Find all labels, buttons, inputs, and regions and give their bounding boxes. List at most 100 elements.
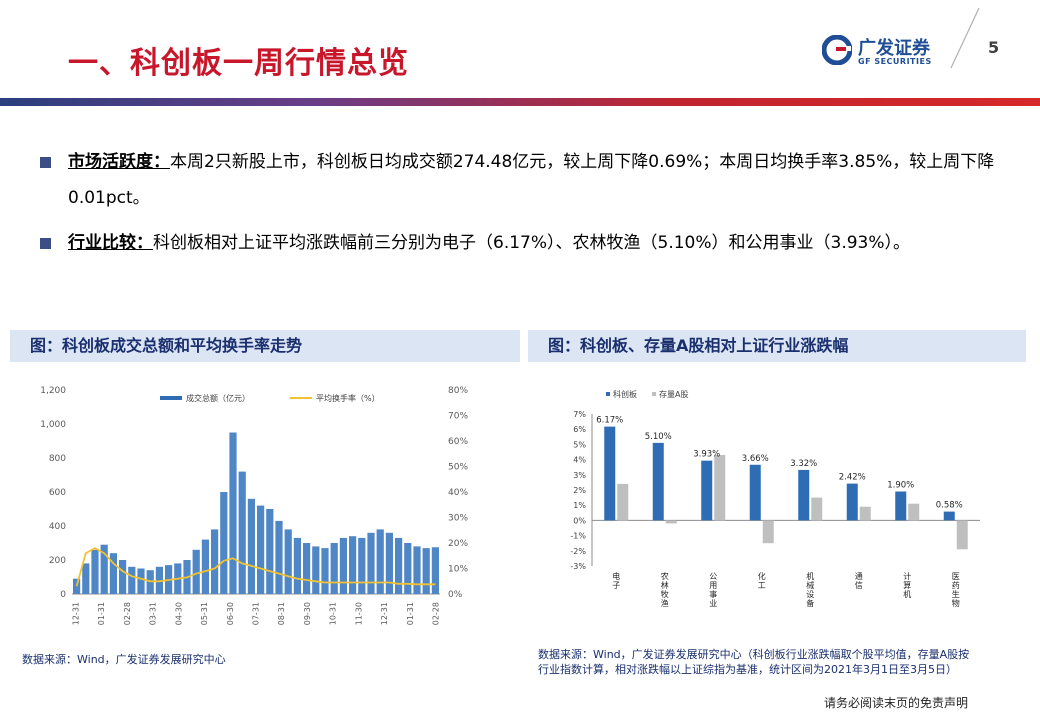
y-tick-label: 7% <box>573 410 586 419</box>
y-tick-label: -1% <box>570 532 586 541</box>
volume-bar <box>358 537 366 594</box>
bar-star-market <box>895 491 907 521</box>
volume-bar <box>367 532 375 594</box>
x-tick-label: 10-31 <box>329 602 338 625</box>
volume-bar <box>303 543 311 594</box>
category-label: 公用事业 <box>709 572 718 608</box>
y-right-tick-label: 30% <box>448 514 468 524</box>
bar-a-share <box>956 520 968 550</box>
data-label: 5.10% <box>645 432 672 442</box>
y-right-tick-label: 80% <box>448 386 468 396</box>
volume-bar <box>395 537 403 594</box>
volume-bar <box>284 529 292 594</box>
logo-text-cn: 广发证券 <box>858 38 930 59</box>
y-right-tick-label: 10% <box>448 565 468 575</box>
page-title: 一、科创板一周行情总览 <box>68 46 409 81</box>
y-left-tick-label: 800 <box>49 454 66 464</box>
volume-bar <box>422 548 430 594</box>
x-tick-label: 09-30 <box>303 602 312 625</box>
category-label: 机械设备 <box>806 571 815 608</box>
bar-star-market <box>846 483 858 521</box>
volume-bar <box>100 544 108 594</box>
volume-bar <box>339 537 347 594</box>
bullet-square-icon <box>40 157 51 168</box>
volume-bar <box>376 529 384 594</box>
x-tick-label: 02-28 <box>123 602 132 625</box>
y-right-tick-label: 50% <box>448 463 468 473</box>
y-tick-label: 4% <box>573 456 586 465</box>
x-tick-label: 05-31 <box>200 602 209 625</box>
y-tick-label: 0% <box>573 516 586 525</box>
industry-return-chart: 7% 6% 5% 4% 3% 2% 1% 0% -1% -2% -3% 6.17% 电子 5.10% 农林牧… <box>570 389 980 608</box>
right-source-line-2: 行业指数计算，相对涨跌幅以上证综指为基准，统计区间为2021年3月1日至3月5日… <box>538 663 957 676</box>
volume-bar <box>201 539 209 594</box>
bullet-square-icon <box>40 238 51 249</box>
bullet-lead: 行业比较： <box>68 233 153 253</box>
y-left-tick-label: 600 <box>49 488 66 498</box>
y-tick-label: -3% <box>570 562 586 571</box>
x-tick-label: 12-31 <box>72 602 81 625</box>
turnover-chart: 0 200 400 600 800 1,000 1,200 0% 10% 20% 30% 40% 50%… <box>40 386 468 625</box>
right-source-line-1: 数据来源：Wind，广发证券发展研究中心（科创板行业涨跌幅取个股平均值，存量A股… <box>538 648 970 661</box>
data-label: 3.66% <box>742 454 769 464</box>
volume-bar <box>275 520 283 594</box>
bar-a-share <box>617 483 629 521</box>
volume-bar <box>404 543 412 594</box>
data-label: 1.90% <box>887 481 914 491</box>
data-label: 3.32% <box>790 459 817 469</box>
divider-slash <box>950 7 980 69</box>
left-source: 数据来源：Wind，广发证券发展研究中心 <box>22 653 226 666</box>
x-tick-label: 04-30 <box>174 602 183 625</box>
bar-star-market <box>943 511 955 521</box>
bar-a-share <box>859 506 871 521</box>
y-right-tick-label: 60% <box>448 437 468 447</box>
volume-bar <box>431 547 439 594</box>
bar-a-share <box>762 520 774 544</box>
bar-a-share <box>908 503 920 521</box>
volume-bar <box>257 505 265 594</box>
x-tick-label: 11-30 <box>354 602 363 625</box>
volume-bar <box>238 471 246 594</box>
y-tick-label: 3% <box>573 471 586 480</box>
y-right-tick-label: 40% <box>448 488 468 498</box>
volume-bar <box>312 546 320 594</box>
bullet-text: 本周2只新股上市，科创板日均成交额274.48亿元，较上周下降0.69%；本周日… <box>68 152 995 208</box>
x-tick-label: 06-30 <box>226 602 235 625</box>
category-label: 电子 <box>612 571 621 590</box>
x-tick-label: 08-31 <box>277 602 286 625</box>
x-tick-label: 07-31 <box>252 602 261 625</box>
volume-bar <box>349 536 357 594</box>
legend-turnover-label: 平均换手率（%） <box>316 393 380 403</box>
legend-volume-label: 成交总额（亿元） <box>186 393 250 403</box>
bar-a-share <box>811 497 823 521</box>
volume-bar <box>220 492 228 594</box>
legend-star-swatch <box>606 392 610 396</box>
bullet-market-activity: 市场活跃度：本周2只新股上市，科创板日均成交额274.48亿元，较上周下降0.6… <box>40 144 1015 216</box>
data-label: 0.58% <box>936 501 963 511</box>
y-right-tick-label: 20% <box>448 539 468 549</box>
x-tick-label: 01-31 <box>406 602 415 625</box>
volume-bar <box>91 549 99 594</box>
data-label: 6.17% <box>596 416 623 426</box>
volume-bar <box>73 578 81 594</box>
bar-star-market <box>749 464 761 521</box>
x-tick-label: 12-31 <box>380 602 389 625</box>
y-left-tick-label: 200 <box>49 556 66 566</box>
x-tick-label: 02-28 <box>432 602 441 625</box>
y-left-tick-label: 0 <box>60 590 66 600</box>
x-tick-label: 01-31 <box>97 602 106 625</box>
volume-bar <box>82 563 90 594</box>
y-tick-label: 1% <box>573 501 586 510</box>
y-tick-label: -2% <box>570 547 586 556</box>
legend-ashare-label: 存量A股 <box>659 389 688 399</box>
page-number: 5 <box>988 38 1000 57</box>
y-right-tick-label: 70% <box>448 412 468 422</box>
turnover-line <box>75 547 436 587</box>
volume-bar <box>330 543 338 594</box>
right-panel-header: 图：科创板、存量A股相对上证行业涨跌幅 <box>528 330 1026 362</box>
volume-bar <box>413 546 421 594</box>
gf-logo-icon <box>822 35 852 65</box>
category-label: 化工 <box>757 571 766 590</box>
legend-volume-swatch <box>160 396 182 400</box>
data-label: 2.42% <box>839 473 866 483</box>
